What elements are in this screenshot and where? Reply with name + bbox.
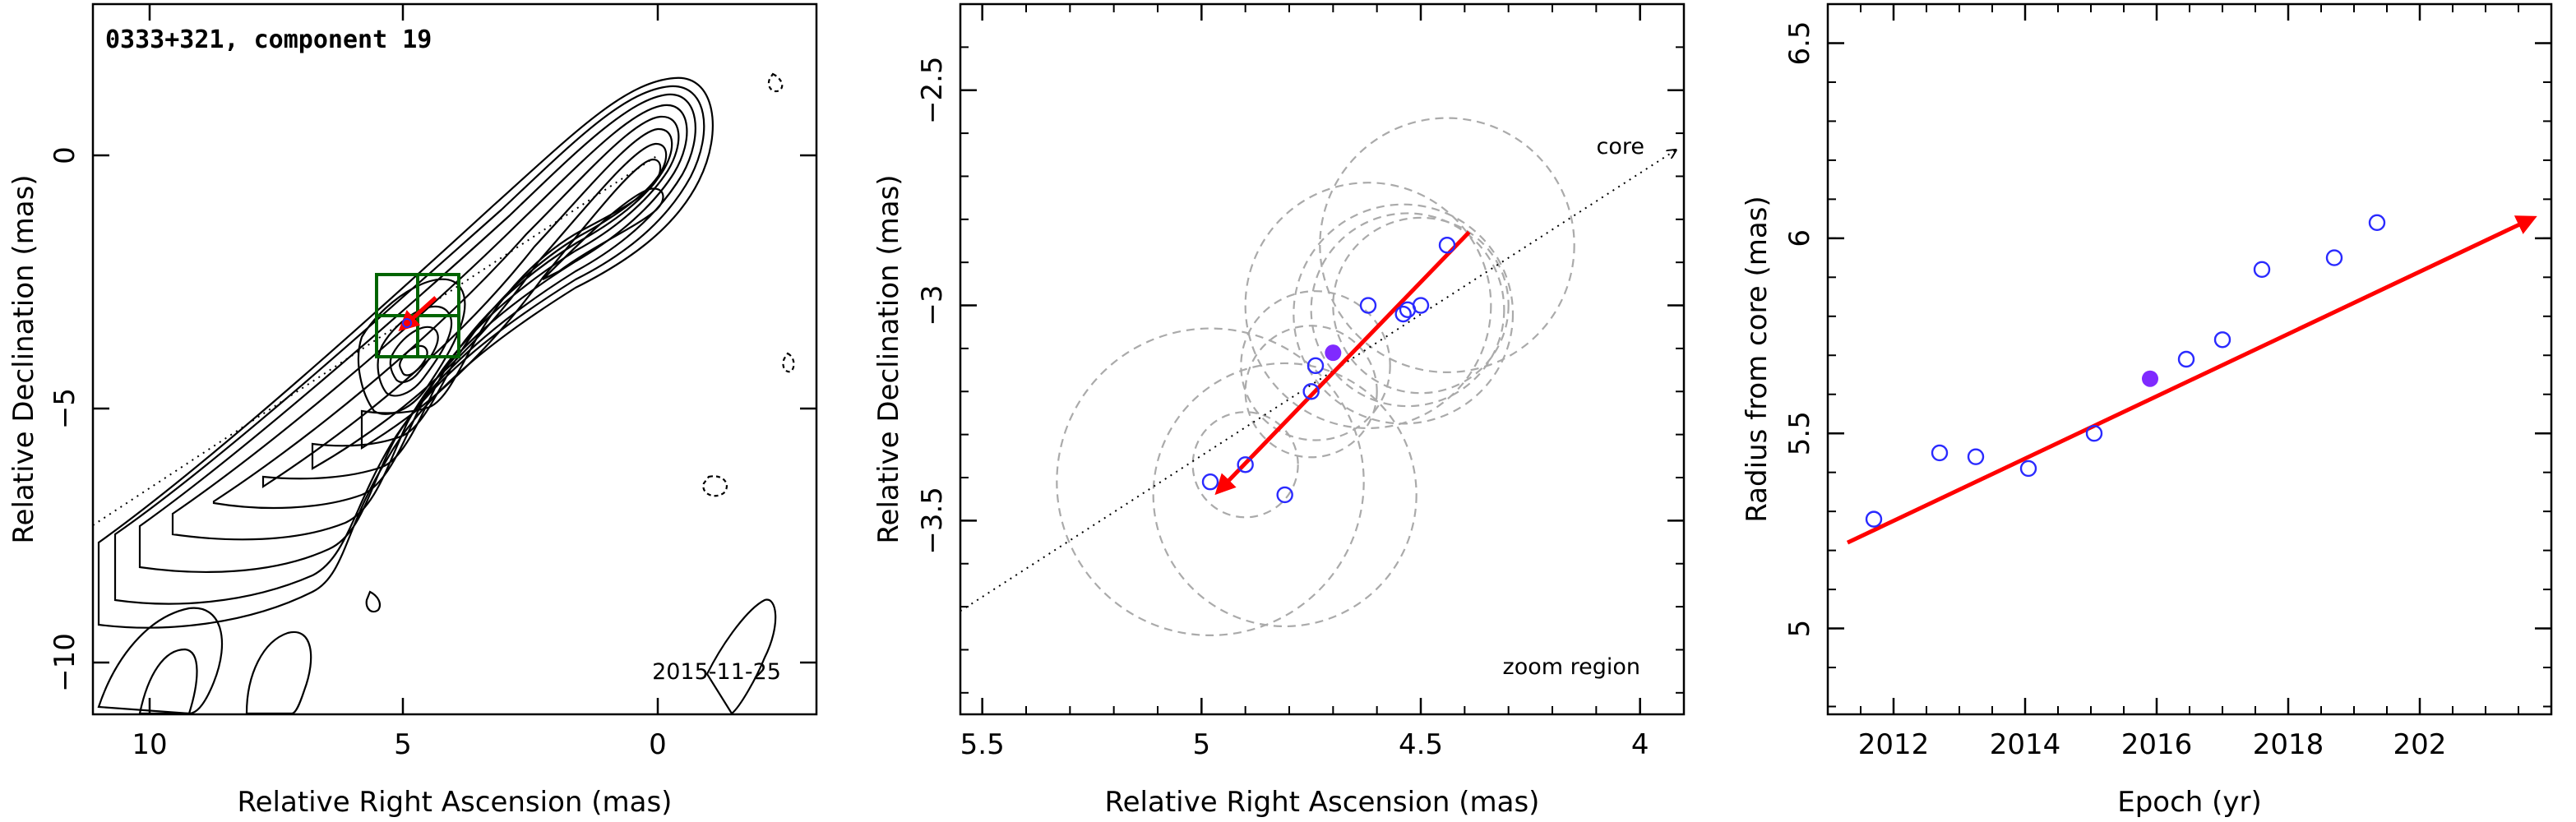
panel-a-frame (91, 2, 818, 716)
panel-a-ytick: −5 (49, 388, 81, 429)
beam-circle (1152, 362, 1417, 628)
beam-circle (1191, 411, 1299, 519)
data-point (1931, 444, 1949, 462)
panel-c-frame (1826, 2, 2553, 716)
panel-b-ticks: 5.5 5 4.5 4 −2.5 −3 −3.5 (916, 3, 1684, 761)
data-point (1967, 448, 1985, 465)
beam-circle (1244, 182, 1492, 429)
panel-c-ticks: 2012 2014 2016 2018 202 5 5.5 6 6.5 (1783, 3, 2552, 761)
panel-contour-map: 0333+321, component 19 2015-11-25 10 5 0… (7, 2, 818, 819)
panel-zoom-region: 5.5 5 4.5 4 −2.5 −3 −3.5 core zoom region Rela… (872, 2, 1686, 819)
beam-circle (1332, 216, 1510, 395)
x-tick-label: 2018 (2253, 728, 2324, 761)
panel-a-date: 2015-11-25 (652, 659, 781, 685)
panel-c-xlabel: Epoch (yr) (2117, 786, 2262, 819)
beam-circle (1293, 203, 1515, 425)
x-tick-label: 2016 (2121, 728, 2193, 761)
x-tick-label: 2012 (1858, 728, 1930, 761)
data-point (1306, 357, 1325, 375)
panel-a-ytick: 0 (49, 146, 81, 164)
c-fit-arrow (1846, 215, 2537, 545)
panel-b-ylabel: Relative Declination (mas) (872, 174, 905, 543)
data-point (1412, 297, 1430, 314)
y-tick-label: 5.5 (1783, 411, 1816, 455)
y-tick-label: 5 (1783, 620, 1816, 638)
panel-a-xlabel: Relative Right Ascension (mas) (238, 786, 673, 819)
data-point (1865, 510, 1883, 528)
b-jet-axis-line (960, 150, 1675, 612)
jet-axis-line (93, 155, 659, 526)
c-points (1865, 214, 2386, 528)
data-point (2019, 459, 2037, 478)
y-tick-label: −3.5 (916, 487, 949, 555)
contour-plot-area (93, 72, 795, 714)
data-point (2085, 424, 2103, 442)
y-tick-label: 6 (1783, 229, 1816, 247)
x-tick-label: 202 (2393, 728, 2447, 761)
panel-c-ylabel: Radius from core (mas) (1741, 196, 1774, 522)
data-point (1359, 297, 1377, 314)
panel-a-xtick: 5 (394, 728, 412, 761)
panel-a-xtick: 10 (132, 728, 167, 761)
data-point (1237, 456, 1254, 473)
data-point (1201, 473, 1219, 491)
data-point (2213, 331, 2231, 349)
x-tick-label: 5 (1193, 728, 1211, 761)
data-point (2253, 261, 2271, 279)
zoom-region-label: zoom region (1503, 654, 1640, 680)
data-point (2177, 350, 2195, 368)
panel-b-xlabel: Relative Right Ascension (mas) (1105, 786, 1540, 819)
beam-circle (1319, 117, 1575, 374)
y-tick-label: −3 (916, 284, 949, 326)
component-arrow (398, 296, 437, 332)
beam-circle (1056, 327, 1365, 637)
x-tick-label: 4.5 (1399, 728, 1443, 761)
panel-b-frame (959, 2, 1686, 716)
y-tick-label: −2.5 (916, 56, 949, 124)
core-label: core (1597, 134, 1644, 159)
data-point (1276, 486, 1293, 504)
beam-circle (1240, 290, 1391, 441)
panel-radius-epoch: 2012 2014 2016 2018 202 5 5.5 6 6.5 Epoch (yr) R… (1741, 2, 2553, 819)
beam-circle (1310, 212, 1505, 408)
panel-a-ytick: −10 (49, 633, 81, 692)
data-point (1394, 305, 1412, 323)
panel-a-ticks (93, 4, 816, 714)
data-point (1302, 383, 1320, 400)
component-marker (402, 318, 412, 328)
panel-a-ylabel: Relative Declination (mas) (7, 174, 40, 543)
panel-a-xtick: 0 (649, 728, 667, 761)
data-point (2325, 249, 2343, 266)
x-tick-label: 5.5 (960, 728, 1005, 761)
x-tick-label: 4 (1631, 728, 1649, 761)
highlight-point (1325, 344, 1342, 362)
y-tick-label: 6.5 (1783, 21, 1816, 65)
highlight-point (2142, 370, 2158, 387)
b-points (1201, 237, 1456, 504)
x-tick-label: 2014 (1990, 728, 2061, 761)
contour-lines (97, 72, 795, 714)
panel-a-title: 0333+321, component 19 (105, 25, 432, 54)
b-velocity-arrow (1214, 230, 1471, 496)
beam-circle (1244, 325, 1378, 459)
data-point (1438, 237, 1456, 254)
beam-circles (1056, 117, 1575, 637)
data-point (2368, 214, 2386, 232)
